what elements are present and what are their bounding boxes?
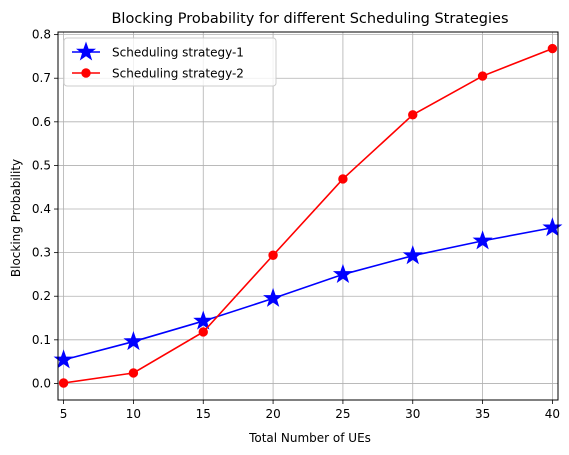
y-tick-label: 0.5 xyxy=(32,158,51,172)
series-1-line xyxy=(63,226,553,361)
x-tick-label: 40 xyxy=(545,407,560,421)
ticks: 5 10 15 20 25 30 35 40 0.0 0.1 0.2 0.3 0.4 0.5 0.6 0.7 0… xyxy=(32,28,560,421)
series-1-point xyxy=(193,310,214,330)
series-2-point xyxy=(128,368,139,378)
y-tick-label: 0.4 xyxy=(32,202,51,216)
series-1-point xyxy=(402,245,423,265)
series-2-point xyxy=(268,250,278,260)
legend-label: Scheduling strategy-2 xyxy=(112,67,244,81)
x-tick-label: 35 xyxy=(475,407,490,421)
series-2-point xyxy=(198,327,208,337)
legend-marker xyxy=(75,41,97,61)
series-2-line xyxy=(63,47,553,384)
y-tick-label: 0.3 xyxy=(32,246,51,260)
series-2 xyxy=(58,43,558,388)
series-1-point xyxy=(332,263,353,283)
x-tick-label: 5 xyxy=(60,407,68,421)
legend-label: Scheduling strategy-1 xyxy=(112,46,244,60)
series-2-point xyxy=(338,174,348,184)
legend-marker xyxy=(81,68,91,78)
chart-title: Blocking Probability for different Sched… xyxy=(111,11,508,27)
series-2-point xyxy=(477,71,488,81)
x-tick-label: 30 xyxy=(405,407,420,421)
grid xyxy=(58,32,558,400)
plot-frame xyxy=(57,31,559,401)
series-layer xyxy=(53,43,563,388)
legend: Scheduling strategy-1 Scheduling strategy… xyxy=(63,37,277,87)
y-tick-label: 0.2 xyxy=(32,289,51,303)
series-1-point xyxy=(53,349,74,369)
series-1 xyxy=(53,217,563,369)
series-1-point xyxy=(472,230,493,250)
series-1-point xyxy=(123,331,144,351)
y-tick-label: 0.8 xyxy=(32,28,51,42)
y-tick-label: 0.6 xyxy=(32,115,51,129)
series-2-point xyxy=(547,43,558,54)
legend-box xyxy=(63,37,277,87)
series-2-point xyxy=(58,378,69,388)
x-tick-label: 25 xyxy=(335,407,350,421)
series-1-point xyxy=(263,287,284,307)
y-tick-label: 0.1 xyxy=(32,333,51,347)
series-1-point xyxy=(542,217,563,237)
y-tick-label: 0.0 xyxy=(32,376,51,390)
y-axis-label: Blocking Probability xyxy=(9,159,23,277)
x-tick-label: 10 xyxy=(126,407,141,421)
x-tick-label: 20 xyxy=(265,407,280,421)
x-tick-label: 15 xyxy=(196,407,211,421)
y-tick-label: 0.7 xyxy=(32,71,51,85)
series-2-point xyxy=(408,110,418,120)
x-axis-label: Total Number of UEs xyxy=(248,431,371,445)
